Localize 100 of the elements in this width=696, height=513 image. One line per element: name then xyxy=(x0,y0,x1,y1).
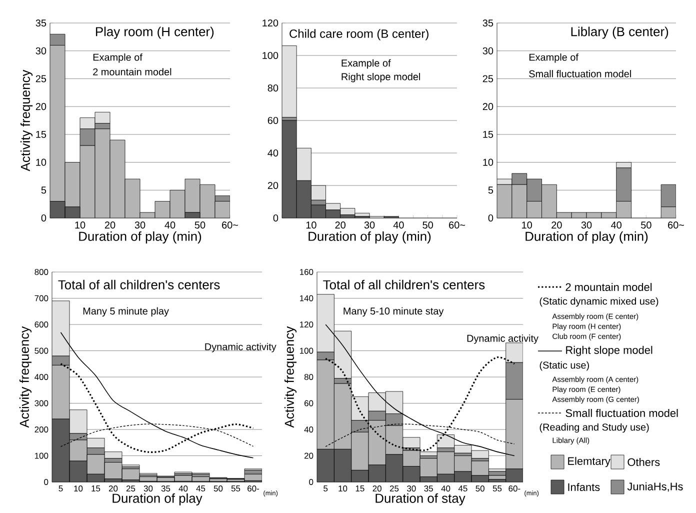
legend-label: Right slope model xyxy=(566,346,652,356)
y-tick-label: 700 xyxy=(34,295,48,302)
x-tick-label: 35 xyxy=(424,486,433,492)
y-tick-label: 0 xyxy=(309,479,314,485)
y-tick-label: 20 xyxy=(268,182,278,190)
y-tick-label: 15 xyxy=(483,130,494,138)
text: (Reading and Study use) xyxy=(540,423,649,433)
chart-title: Play room (H center) xyxy=(96,26,214,39)
y-tick-label: 10 xyxy=(483,158,494,166)
y-tick-label: 10 xyxy=(36,158,46,166)
chart-title: Child care room (B center) xyxy=(290,29,428,40)
y-tick-label: 0 xyxy=(41,214,46,222)
annotation: Dynamic activity xyxy=(467,334,538,344)
y-tick-label: 30 xyxy=(482,47,494,54)
x-tick-label: 30 xyxy=(144,486,153,492)
legend-label: Others xyxy=(628,458,660,466)
x-tick-label: 50 xyxy=(476,486,484,492)
x-tick-label: 30 xyxy=(364,222,375,229)
x-tick-label: 35 xyxy=(161,486,170,492)
y-tick-label: 20 xyxy=(304,452,314,459)
x-tick-label: 45 xyxy=(458,486,468,492)
annotation: Dynamic activity xyxy=(205,342,276,352)
y-tick-label: 35 xyxy=(36,19,46,27)
x-axis-title: Duration of play (min) xyxy=(79,231,202,244)
x-tick-label: 10 xyxy=(74,486,83,492)
x-tick-label: 60~ xyxy=(222,222,238,229)
text: (Static use) xyxy=(540,361,589,371)
y-tick-label: 800 xyxy=(34,269,48,275)
annotation: Small fluctuation model xyxy=(529,70,631,78)
x-tick-label: 25 xyxy=(126,486,136,492)
x-tick-label: 20 xyxy=(104,222,116,229)
x-axis-title: Duration of stay xyxy=(376,493,466,506)
x-tick-label: 5 xyxy=(58,486,63,492)
y-tick-label: 200 xyxy=(34,426,48,432)
legend-label: Small fluctuation model xyxy=(566,408,678,418)
legend-label: 2 mountain model xyxy=(566,282,652,292)
x-tick-label: 5 xyxy=(324,486,328,492)
x-tick-label: 50 xyxy=(641,222,652,229)
x-tick-label: 30 xyxy=(134,222,146,229)
y-tick-label: 120 xyxy=(262,19,278,27)
y-tick-label: 60 xyxy=(268,116,278,124)
y-axis-title: Activity frequency xyxy=(19,326,32,428)
text: (Static dynamic mixed use) xyxy=(540,297,658,307)
y-tick-label: 40 xyxy=(304,426,314,432)
annotation: Many 5 minute play xyxy=(83,307,169,317)
y-tick-label: 80 xyxy=(304,374,314,380)
y-tick-label: 20 xyxy=(36,103,46,110)
y-tick-label: 20 xyxy=(482,103,494,110)
y-tick-label: 5 xyxy=(488,186,494,194)
annotation: Many 5-10 minute stay xyxy=(344,307,444,317)
x-tick-label: 25 xyxy=(390,486,399,492)
annotation: Example of xyxy=(529,53,578,63)
x-tick-label: 10 xyxy=(75,222,86,229)
x-tick-label: 60~ xyxy=(668,222,684,229)
y-tick-label: 0 xyxy=(44,479,48,485)
y-axis-title: Activity frequency xyxy=(284,326,297,428)
x-tick-label: 40 xyxy=(178,486,188,492)
chart-title: Total of all children's centers xyxy=(58,280,220,290)
x-tick-label: 55 xyxy=(231,486,240,492)
x-tick-label: 55 xyxy=(492,486,502,492)
x-tick-label: 60- xyxy=(508,486,520,492)
x-tick-label: 15 xyxy=(92,486,100,492)
y-tick-label: 0 xyxy=(488,214,494,222)
annotation: 2 mountain model xyxy=(93,68,172,76)
y-tick-label: 0 xyxy=(273,214,278,222)
chart-title: Total of all children's centers xyxy=(323,280,485,290)
x-tick-label: 20 xyxy=(552,222,562,229)
y-tick-label: 30 xyxy=(36,47,46,54)
x-axis-title: Duration of play xyxy=(112,493,202,506)
x-tick-label: 10 xyxy=(522,222,532,229)
y-tick-label: 25 xyxy=(482,75,494,82)
y-tick-label: 300 xyxy=(34,400,48,406)
legend-label: Elemtary xyxy=(568,456,610,468)
y-tick-label: 25 xyxy=(36,75,46,82)
y-tick-label: 60 xyxy=(304,400,314,406)
y-tick-label: 5 xyxy=(41,186,46,194)
y-tick-label: 35 xyxy=(482,19,494,27)
annotation: Example of xyxy=(93,53,142,63)
x-tick-label: 45 xyxy=(196,486,206,492)
x-tick-label: 15 xyxy=(356,486,364,492)
y-tick-label: 160 xyxy=(300,269,314,275)
y-tick-label: 100 xyxy=(262,52,278,60)
y-tick-label: 140 xyxy=(300,295,314,302)
annotation: Right slope model xyxy=(342,72,420,82)
y-tick-label: 400 xyxy=(34,374,48,380)
x-tick-label: 20 xyxy=(372,486,382,492)
y-tick-label: 100 xyxy=(34,452,48,459)
x-tick-label: 20 xyxy=(108,486,118,492)
x-tick-label: 50 xyxy=(214,486,223,492)
x-axis-title: Duration of play (min) xyxy=(308,231,431,244)
y-tick-label: 80 xyxy=(268,84,278,92)
x-tick-label: 30 xyxy=(581,222,592,229)
x-tick-label: 20 xyxy=(335,222,346,229)
annotation: Example of xyxy=(342,59,391,69)
y-tick-label: 100 xyxy=(300,348,314,354)
y-tick-label: 600 xyxy=(34,322,48,328)
y-tick-label: 120 xyxy=(300,322,314,328)
x-tick-label: 50 xyxy=(422,222,433,229)
x-tick-label: 50 xyxy=(194,222,206,229)
y-tick-label: 500 xyxy=(34,348,48,354)
